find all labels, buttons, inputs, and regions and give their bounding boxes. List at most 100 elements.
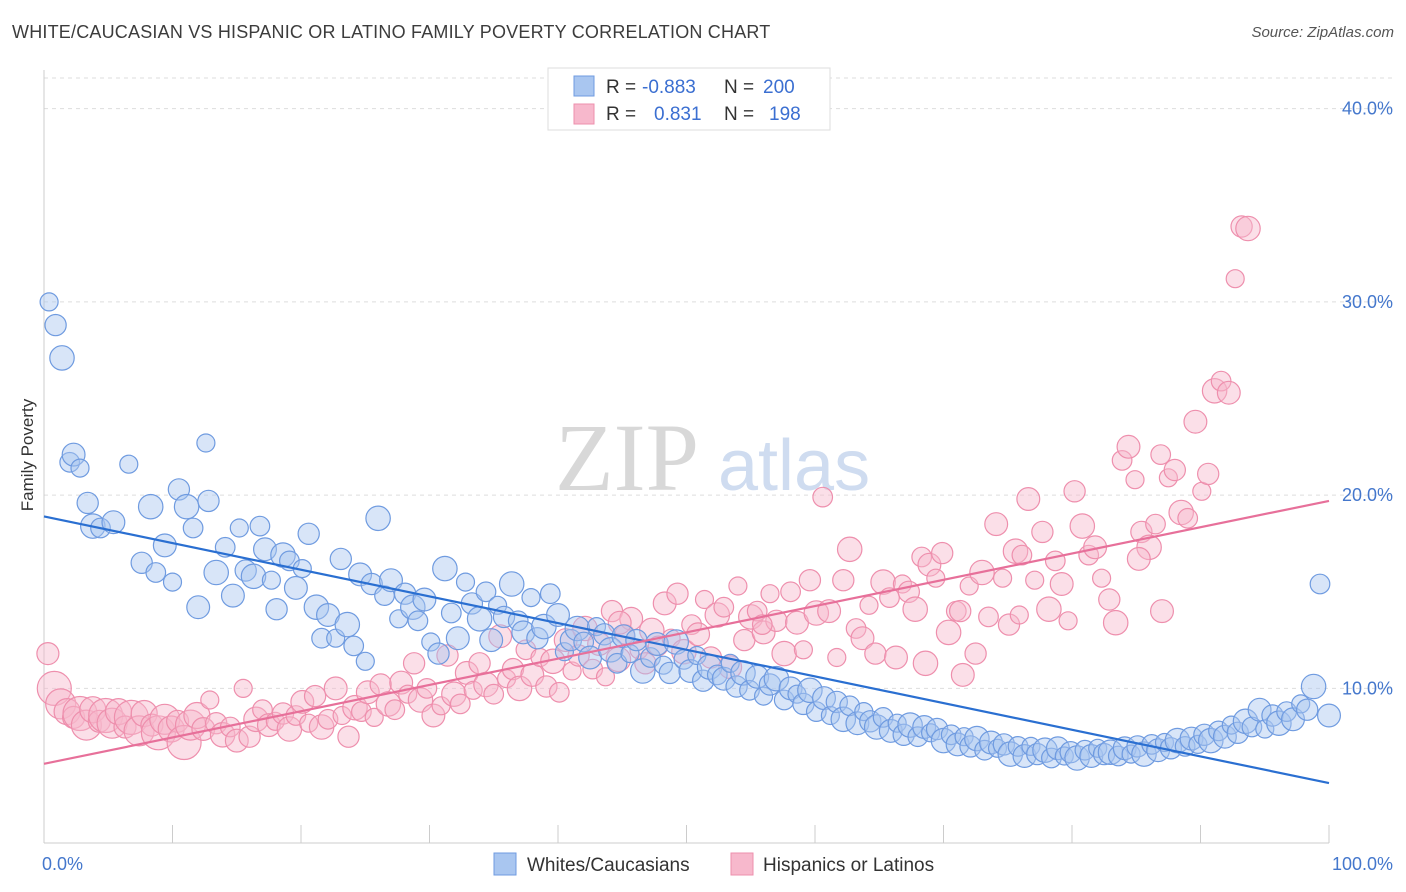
blue-point-107 <box>763 665 790 692</box>
axes <box>43 70 1330 844</box>
blue-point-188 <box>1309 573 1331 595</box>
blue-point-18 <box>182 517 204 539</box>
legend-r-value-1: -0.883 <box>642 77 696 98</box>
legend-box <box>547 67 831 131</box>
blue-point-62 <box>466 605 493 632</box>
pink-point-44 <box>323 676 348 701</box>
pink-point-156 <box>1063 480 1086 503</box>
pink-point-58 <box>416 678 438 699</box>
blue-point-6 <box>76 491 99 515</box>
blue-point-19 <box>186 595 211 620</box>
pink-point-135 <box>926 568 946 588</box>
pink-point-46 <box>337 725 360 748</box>
pink-point-66 <box>468 652 491 675</box>
legend-r-value-2: 0.831 <box>654 104 702 125</box>
watermark-zip: ZIP <box>555 404 699 511</box>
blue-point-69 <box>511 620 536 645</box>
pink-point-132 <box>902 596 928 622</box>
blue-point-45 <box>355 651 375 671</box>
pink-point-186 <box>949 599 972 623</box>
blue-point-36 <box>297 522 320 546</box>
blue-point-120 <box>854 701 874 722</box>
pink-point-145 <box>992 568 1013 588</box>
legend-swatch-pink <box>573 103 595 125</box>
blue-point-21 <box>197 489 220 513</box>
pink-point-154 <box>1049 571 1074 596</box>
pink-point-120 <box>827 647 847 668</box>
pink-point-115 <box>793 640 814 660</box>
blue-point-14 <box>152 533 177 558</box>
blue-point-87 <box>629 658 656 684</box>
blue-point-64 <box>479 628 504 653</box>
blue-point-30 <box>261 570 281 590</box>
blue-point-162 <box>1131 741 1157 767</box>
legend-r-label-2: R = <box>606 104 636 125</box>
blue-point-60 <box>455 572 476 592</box>
pink-point-56 <box>402 652 426 675</box>
blue-point-22 <box>203 559 229 586</box>
pink-point-109 <box>751 620 776 645</box>
y-tick-label-2: 30.0% <box>1342 292 1393 312</box>
bottom-legend-label-whites: Whites/Caucasians <box>527 855 690 876</box>
trend-line-hispanics <box>43 499 1330 765</box>
x-tick-labels: 0.0% 100.0% <box>42 854 1393 874</box>
pink-point-129 <box>883 645 908 670</box>
blue-point-31 <box>265 598 288 621</box>
pink-point-61 <box>436 644 459 667</box>
pink-point-65 <box>463 680 483 700</box>
pink-point-174 <box>1183 409 1208 434</box>
pink-point-188 <box>751 614 773 635</box>
pink-point-146 <box>997 613 1021 636</box>
pink-point-113 <box>780 581 801 603</box>
blue-point-55 <box>421 632 441 652</box>
pink-point-96 <box>666 582 689 605</box>
pink-point-180 <box>1225 269 1245 289</box>
pink-point-39 <box>290 689 315 714</box>
blue-point-52 <box>399 594 426 620</box>
blue-point-15 <box>162 572 183 592</box>
blue-point-49 <box>379 568 404 593</box>
pink-point-169 <box>1149 599 1174 624</box>
blue-point-38 <box>311 627 333 649</box>
pink-point-110 <box>760 584 780 604</box>
pink-point-173 <box>1177 507 1199 529</box>
blue-point-189 <box>1316 703 1341 728</box>
blue-point-59 <box>445 626 470 651</box>
pink-point-165 <box>1125 470 1145 490</box>
legend-swatch-blue <box>573 75 595 97</box>
pink-point-100 <box>694 589 715 610</box>
blue-point-9 <box>101 510 126 535</box>
y-tick-label-3: 40.0% <box>1342 99 1393 119</box>
pink-point-112 <box>771 640 797 667</box>
pink-point-78 <box>548 681 570 703</box>
pink-point-30 <box>233 678 253 699</box>
blue-point-41 <box>329 547 352 571</box>
pink-point-189 <box>607 610 632 635</box>
pink-point-126 <box>864 642 887 665</box>
blue-point-172 <box>1198 727 1224 754</box>
pink-point-59 <box>421 703 446 728</box>
pink-point-179 <box>1216 380 1241 405</box>
blue-point-25 <box>229 518 249 538</box>
pink-point-23 <box>183 701 211 730</box>
pink-point-54 <box>389 670 414 695</box>
blue-point-34 <box>283 575 308 600</box>
pink-point-62 <box>441 681 467 707</box>
blue-point-125 <box>887 713 907 733</box>
pink-point-121 <box>832 569 855 592</box>
blue-point-174 <box>1212 724 1237 749</box>
pink-point-157 <box>1069 513 1096 539</box>
bottom-legend-label-hispanics: Hispanics or Latinos <box>763 855 934 876</box>
blue-point-58 <box>440 602 462 624</box>
blue-point-12 <box>137 493 164 520</box>
blue-point-47 <box>365 505 391 532</box>
pink-point-161 <box>1098 588 1121 611</box>
blue-point-91 <box>658 661 682 685</box>
blue-point-112 <box>797 677 823 704</box>
blue-point-67 <box>498 571 525 597</box>
pink-point-184 <box>1126 546 1151 571</box>
pink-point-137 <box>935 619 962 646</box>
pink-point-118 <box>812 486 834 508</box>
blue-point-4 <box>61 442 86 467</box>
blue-point-186 <box>1295 698 1319 721</box>
